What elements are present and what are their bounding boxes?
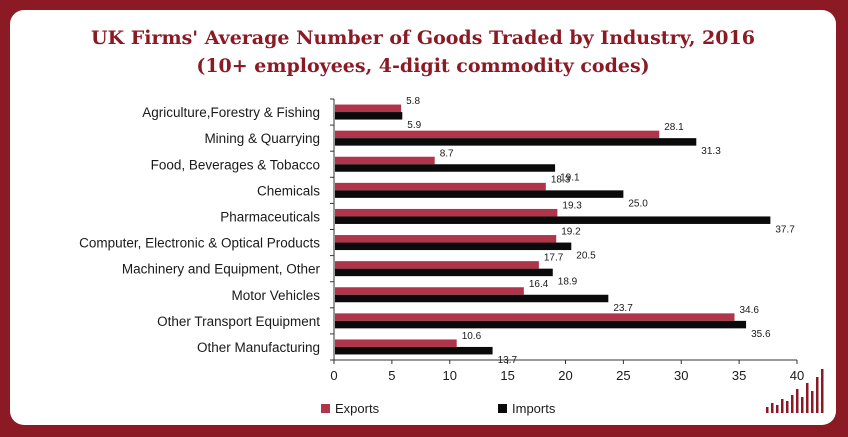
x-tick-label: 35	[732, 368, 746, 383]
imports-bar	[335, 190, 624, 198]
exports-bar	[335, 130, 660, 139]
exports-value-label: 19.2	[561, 227, 581, 238]
imports-value-label: 23.7	[613, 303, 633, 314]
imports-bar	[335, 138, 697, 146]
category-label: Pharmaceuticals	[220, 209, 320, 224]
imports-value-label: 31.3	[701, 146, 721, 157]
category-label: Other Manufacturing	[197, 340, 320, 355]
imports-bar	[335, 268, 553, 277]
imports-value-label: 35.6	[751, 329, 771, 340]
exports-bar	[335, 208, 558, 217]
exports-value-label: 28.1	[664, 122, 684, 133]
logo-bar	[791, 395, 794, 413]
x-tick-label: 10	[443, 368, 457, 383]
category-label: Other Transport Equipment	[157, 314, 320, 329]
category-label: Agriculture,Forestry & Fishing	[142, 105, 320, 120]
imports-bar	[335, 242, 572, 251]
logo-bar	[801, 397, 804, 413]
logo-bar	[806, 383, 809, 413]
logo-bar	[796, 389, 799, 413]
logo-bar	[766, 407, 769, 413]
category-label: Motor Vehicles	[231, 288, 320, 303]
legend-swatch-imports	[498, 404, 507, 413]
chart-subtitle: (10+ employees, 4-digit commodity codes)	[196, 55, 650, 77]
imports-value-label: 5.9	[407, 120, 421, 131]
exports-value-label: 34.6	[739, 305, 759, 316]
exports-value-label: 19.3	[562, 200, 582, 211]
legend-label-exports: Exports	[335, 401, 380, 416]
category-label: Computer, Electronic & Optical Products	[79, 236, 320, 251]
exports-value-label: 5.8	[406, 96, 420, 107]
chart-title-block: UK Firms' Average Number of Goods Traded…	[10, 24, 836, 80]
category-label: Chemicals	[257, 183, 320, 198]
logo-bar	[776, 405, 779, 413]
logo-bar	[781, 399, 784, 413]
exports-bar	[335, 261, 539, 269]
x-tick-label: 25	[616, 368, 630, 383]
x-tick-label: 5	[388, 368, 395, 383]
exports-bar	[335, 104, 402, 113]
category-label: Mining & Quarrying	[204, 131, 320, 146]
imports-bar	[335, 294, 609, 303]
category-label: Machinery and Equipment, Other	[122, 262, 321, 277]
imports-value-label: 20.5	[576, 251, 596, 262]
imports-value-label: 25.0	[628, 198, 648, 209]
legend-label-imports: Imports	[512, 401, 556, 416]
exports-value-label: 10.6	[462, 331, 482, 342]
chart-title: UK Firms' Average Number of Goods Traded…	[91, 27, 755, 49]
bar-logo-icon	[766, 369, 824, 413]
imports-bar	[335, 112, 403, 120]
x-tick-label: 40	[790, 368, 804, 383]
imports-bar	[335, 216, 771, 224]
logo-bar	[771, 403, 774, 413]
exports-value-label: 17.7	[544, 253, 564, 264]
imports-value-label: 18.9	[558, 277, 578, 288]
exports-value-label: 16.4	[529, 279, 549, 290]
logo-bar	[816, 377, 819, 413]
imports-value-label: 19.1	[560, 172, 580, 183]
imports-bar	[335, 320, 747, 329]
logo-bar	[811, 391, 814, 413]
x-tick-label: 15	[500, 368, 514, 383]
x-tick-label: 0	[330, 368, 337, 383]
category-label: Food, Beverages & Tobacco	[151, 157, 320, 172]
logo-bar	[786, 401, 789, 413]
logo-bar	[821, 369, 824, 413]
imports-bar	[335, 346, 493, 355]
imports-value-label: 13.7	[498, 355, 518, 366]
exports-bar	[335, 235, 557, 243]
exports-value-label: 8.7	[440, 148, 454, 159]
legend-swatch-exports	[321, 404, 330, 413]
exports-bar	[335, 313, 735, 321]
exports-bar	[335, 339, 457, 347]
x-tick-label: 20	[558, 368, 572, 383]
exports-bar	[335, 156, 435, 165]
imports-bar	[335, 164, 556, 172]
exports-value-label: 18.3	[551, 174, 571, 185]
x-tick-label: 30	[674, 368, 688, 383]
exports-bar	[335, 182, 546, 191]
exports-bar	[335, 287, 524, 295]
imports-value-label: 37.7	[775, 224, 795, 235]
